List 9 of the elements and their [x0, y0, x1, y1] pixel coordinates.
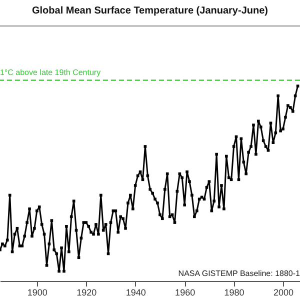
annotation: NASA GISTEMP Baseline: 1880-1 — [178, 269, 300, 278]
ref-line-label: 1°C above late 19th Century — [0, 68, 101, 78]
x-tick-label: 1900 — [27, 288, 48, 298]
chart-title: Global Mean Surface Temperature (January-June) — [32, 6, 268, 16]
x-tick-label: 1960 — [175, 288, 196, 298]
x-tick-label: 1980 — [224, 288, 244, 298]
x-tick-label: 1940 — [126, 288, 146, 298]
x-tick-label: 2000 — [274, 288, 294, 298]
x-tick-label: 1920 — [76, 288, 97, 298]
